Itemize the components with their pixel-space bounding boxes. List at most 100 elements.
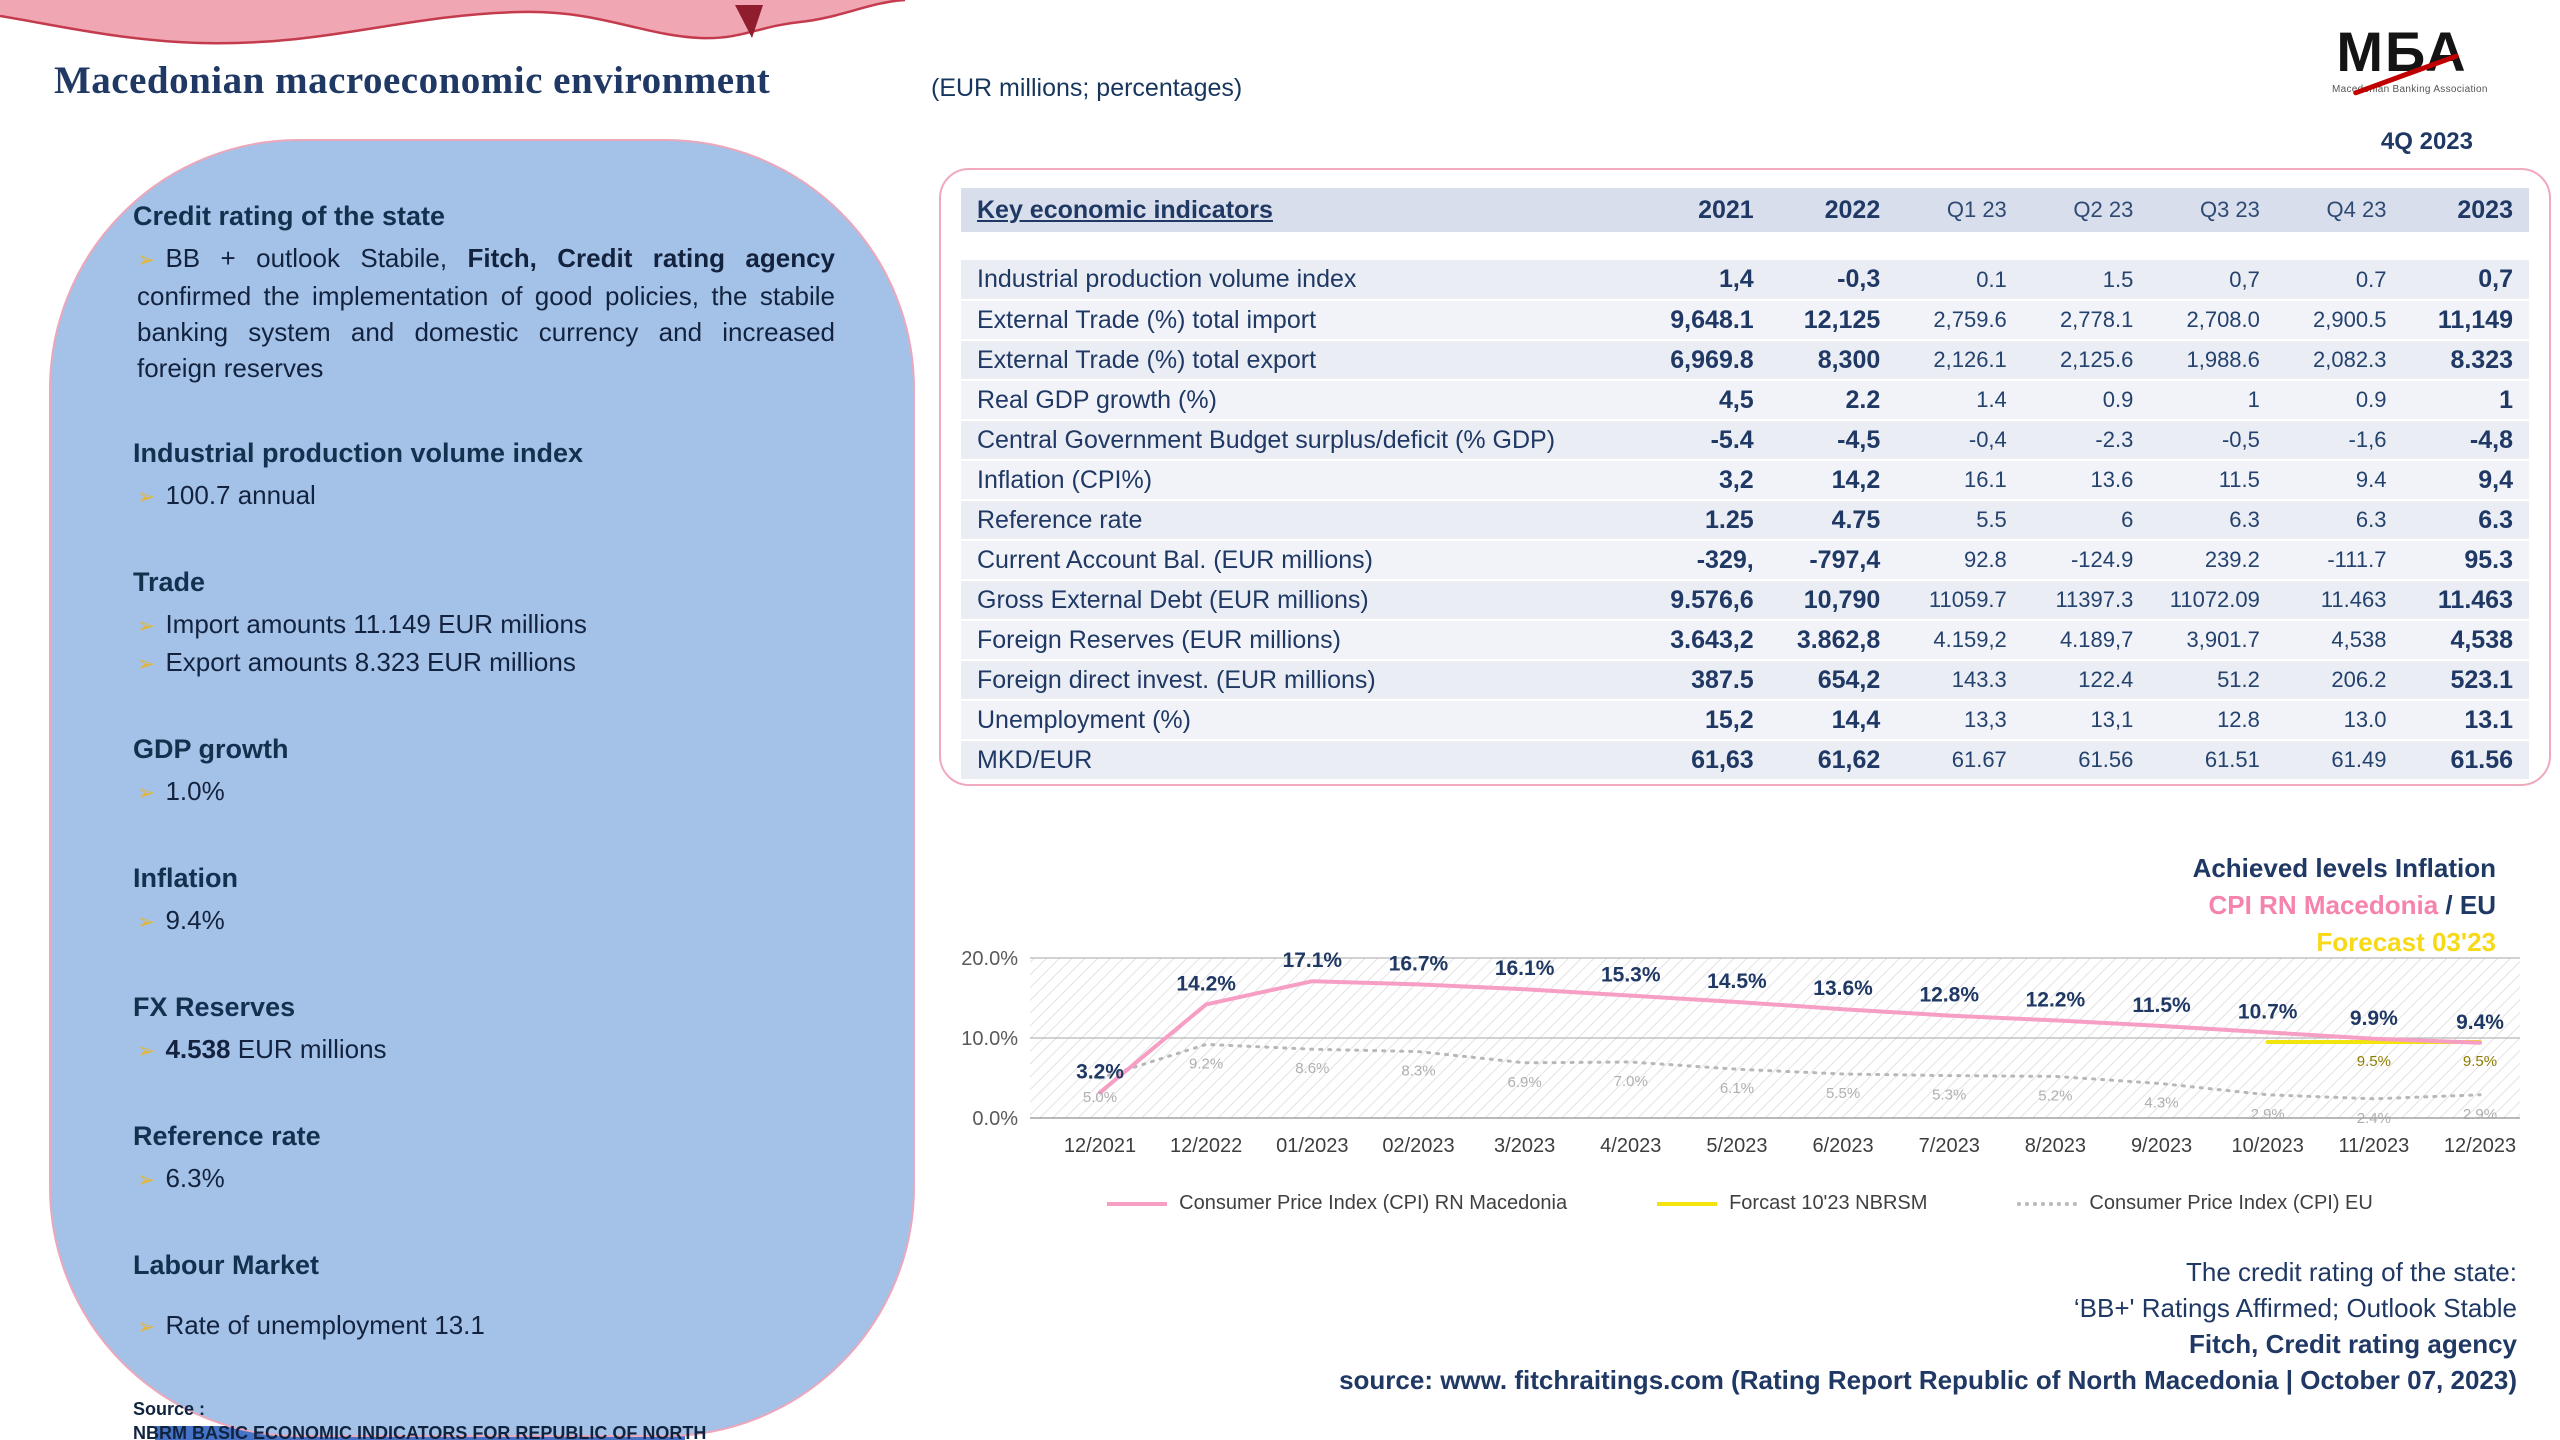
indicators-table-body: Industrial production volume index 1,4 -0,… [961, 260, 2529, 781]
arrow-bullet-icon: ➢ [137, 651, 156, 676]
arrow-bullet-icon: ➢ [137, 1038, 156, 1063]
indicator-value: 1.5 [2022, 260, 2150, 301]
section-heading: FX Reserves [133, 992, 296, 1022]
x-axis-tick: 12/2021 [1064, 1135, 1136, 1157]
x-axis-tick: 12/2022 [1170, 1135, 1242, 1157]
indicators-table-container: Key economic indicators 2021 2022 Q1 23 … [939, 168, 2551, 786]
indicator-value: 0.9 [2275, 380, 2403, 421]
indicator-value: 0,7 [2149, 260, 2276, 301]
arrow-bullet-icon: ➢ [137, 780, 156, 805]
indicator-value: 61.51 [2149, 740, 2276, 781]
indicator-value: -4,5 [1769, 420, 1897, 461]
indicator-value: 1 [2149, 380, 2276, 421]
data-label: 16.1% [1495, 957, 1555, 980]
indicator-value: 5.5 [1896, 500, 2023, 541]
indicator-value: -1,6 [2275, 420, 2403, 461]
table-spacer-row [961, 232, 2529, 260]
indicator-value: 6.3 [2402, 500, 2529, 541]
footer-line: Fitch, Credit rating agency [2189, 1329, 2517, 1359]
bullet-text: Rate of unemployment 13.1 [165, 1310, 485, 1340]
indicator-value: 12.8 [2149, 700, 2276, 741]
indicator-value: 122.4 [2022, 660, 2150, 701]
bullet-item: ➢ Import amounts 11.149 EUR millions [133, 606, 835, 644]
indicator-value: 3.643,2 [1643, 620, 1770, 661]
arrow-bullet-icon: ➢ [137, 909, 156, 934]
table-header-row: Key economic indicators 2021 2022 Q1 23 … [961, 188, 2529, 232]
indicator-value: 0.9 [2022, 380, 2150, 421]
data-label: 2.9% [2251, 1106, 2285, 1123]
x-axis-tick: 6/2023 [1812, 1135, 1873, 1157]
indicator-name: Foreign Reserves (EUR millions) [961, 620, 1644, 661]
bullet-text: 1.0% [165, 776, 225, 806]
x-axis-tick: 7/2023 [1919, 1135, 1980, 1157]
table-row: Current Account Bal. (EUR millions) -329,… [961, 540, 2529, 581]
bullet-text-part: confirmed the implementation of good pol… [137, 281, 835, 383]
indicator-value: -2.3 [2022, 420, 2150, 461]
indicator-value: 61.56 [2022, 740, 2150, 781]
table-row: Real GDP growth (%) 4,5 2.2 1.4 0.9 1 0.9 1 [961, 380, 2529, 421]
arrow-bullet-icon: ➢ [137, 484, 156, 509]
indicator-name: External Trade (%) total import [961, 300, 1644, 341]
sidebar-section-trade: Trade ➢ Import amounts 11.149 EUR million… [133, 567, 835, 682]
bullet-item: ➢ 1.0% [133, 773, 835, 811]
decorative-triangle [735, 5, 763, 38]
bullet-text-part: EUR millions [230, 1034, 387, 1064]
x-axis-tick: 10/2023 [2232, 1135, 2304, 1157]
chart-forecast-label: Forecast 03'23 [2316, 927, 2496, 957]
inflation-line-chart: 0.0% 10.0% 20.0% 12/2021 12/2022 01/2023 02/20… [961, 948, 2520, 1157]
section-heading: Credit rating of the state [133, 201, 446, 231]
indicator-name: Real GDP growth (%) [961, 380, 1644, 421]
indicator-value: 14,2 [1769, 460, 1897, 501]
bullet-item: ➢ 6.3% [133, 1160, 835, 1198]
bullet-item: ➢ Export amounts 8.323 EUR millions [133, 644, 835, 682]
indicator-name: Central Government Budget surplus/defici… [961, 420, 1644, 461]
legend-line-sample-icon [1657, 1201, 1718, 1206]
indicator-value: 61.49 [2275, 740, 2403, 781]
column-header-indicators: Key economic indicators [977, 195, 1273, 224]
data-label: 13.6% [1813, 977, 1873, 1000]
section-heading: Trade [133, 567, 206, 597]
indicator-value: 61.67 [1896, 740, 2023, 781]
indicator-value: 3.862,8 [1769, 620, 1897, 661]
data-label: 12.8% [1919, 984, 1979, 1007]
data-label: 16.7% [1389, 952, 1449, 975]
column-header-q3: Q3 23 [2199, 197, 2260, 222]
data-label: 11.5% [2132, 994, 2191, 1017]
table-row: Industrial production volume index 1,4 -0,… [961, 260, 2529, 301]
footer-line: The credit rating of the state: [2186, 1257, 2517, 1287]
data-label: 14.5% [1707, 970, 1767, 993]
indicator-name: External Trade (%) total export [961, 340, 1644, 381]
indicator-value: 1.25 [1643, 500, 1770, 541]
indicator-value: 1 [2402, 380, 2529, 421]
data-label: 14.2% [1176, 972, 1236, 995]
legend-item: Forcast 10'23 NBRSM [1657, 1192, 1927, 1215]
indicator-name: Industrial production volume index [961, 260, 1644, 301]
bullet-text: 100.7 annual [165, 480, 316, 510]
data-label: 4.3% [2144, 1095, 2178, 1112]
bullet-item: ➢ BB + outlook Stabile, Fitch, Credit rat… [133, 240, 835, 386]
indicator-name: Foreign direct invest. (EUR millions) [961, 660, 1644, 701]
data-label: 3.2% [1076, 1060, 1124, 1083]
decorative-wave [0, 0, 906, 45]
indicator-name: Unemployment (%) [961, 700, 1644, 741]
indicator-value: -5.4 [1643, 420, 1770, 461]
data-label: 9.9% [2350, 1007, 2398, 1030]
indicator-value: 6,969.8 [1643, 340, 1770, 381]
chart-subtitle-pink: CPI RN Macedonia [2208, 890, 2439, 920]
indicator-value: 1,988.6 [2149, 340, 2276, 381]
indicator-value: 9.576,6 [1643, 580, 1770, 621]
indicator-name: Reference rate [961, 500, 1644, 541]
indicator-value: 11397.3 [2022, 580, 2150, 621]
indicator-value: 1.4 [1896, 380, 2023, 421]
x-axis-tick: 12/2023 [2444, 1135, 2516, 1157]
column-header-q4: Q4 23 [2326, 197, 2387, 222]
data-label: 9.5% [2463, 1053, 2497, 1070]
page-title: Macedonian macroeconomic environment [54, 59, 771, 102]
bullet-text-part: BB + outlook Stabile, [165, 243, 468, 273]
indicator-value: 15,2 [1643, 700, 1770, 741]
indicator-value: 9,648.1 [1643, 300, 1770, 341]
indicator-value: 6.3 [2149, 500, 2276, 541]
x-axis-tick: 8/2023 [2025, 1135, 2086, 1157]
sidebar-section-reference-rate: Reference rate ➢ 6.3% [133, 1121, 835, 1198]
